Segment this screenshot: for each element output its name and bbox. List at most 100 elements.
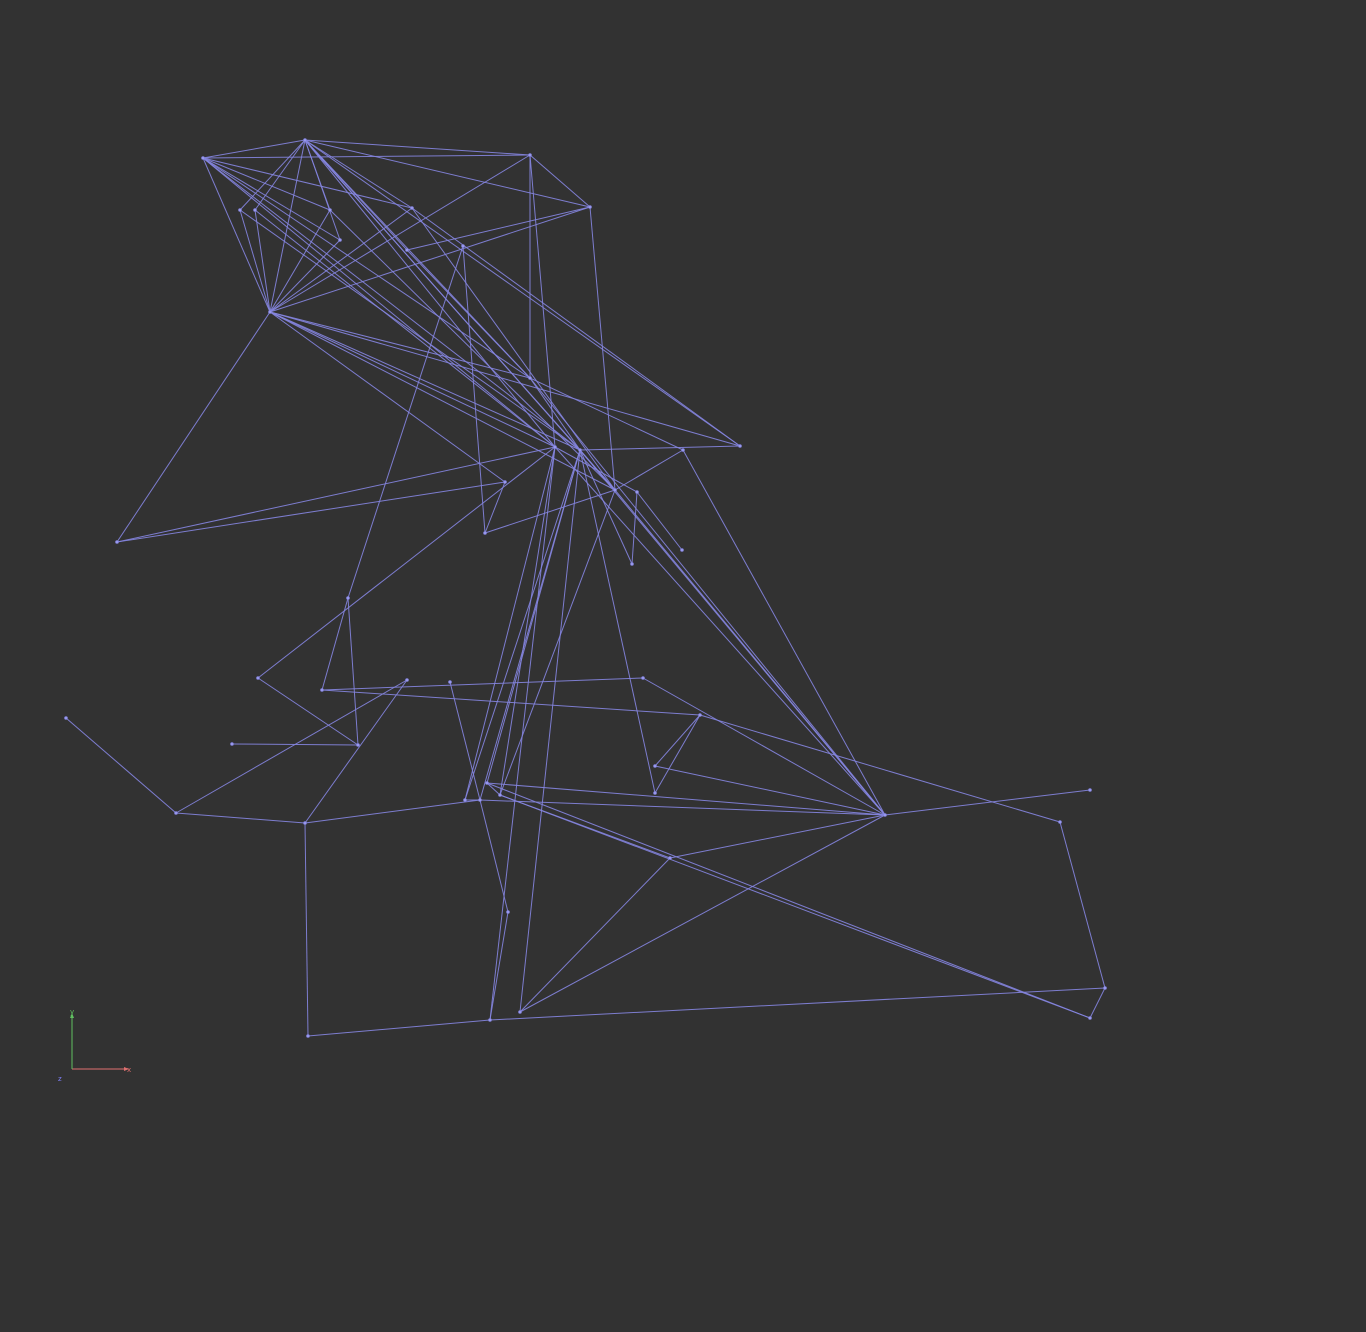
graph-node[interactable] xyxy=(630,562,634,566)
graph-node[interactable] xyxy=(698,713,702,717)
graph-edge xyxy=(489,987,1106,1021)
graph-node[interactable] xyxy=(668,856,672,860)
graph-node[interactable] xyxy=(498,793,502,797)
graph-edge xyxy=(254,209,556,448)
graph-edge xyxy=(116,446,556,543)
graph-node[interactable] xyxy=(346,596,350,600)
graph-edge xyxy=(202,154,531,159)
graph-node[interactable] xyxy=(738,444,742,448)
graph-node[interactable] xyxy=(448,680,452,684)
graph-node[interactable] xyxy=(528,153,532,157)
graph-node[interactable] xyxy=(641,676,645,680)
graph-edge xyxy=(304,822,309,1037)
graph-node[interactable] xyxy=(338,238,342,242)
graph-edge xyxy=(202,157,331,211)
graph-edge xyxy=(519,449,581,1013)
graph-edge xyxy=(202,157,413,209)
graph-node[interactable] xyxy=(410,206,414,210)
graph-edge xyxy=(486,782,1091,1019)
graph-node[interactable] xyxy=(461,244,465,248)
graph-node[interactable] xyxy=(485,781,489,785)
y-axis-label: y xyxy=(70,1008,74,1016)
graph-node[interactable] xyxy=(613,488,617,492)
graph-node[interactable] xyxy=(506,910,510,914)
graph-edge xyxy=(269,239,341,313)
graph-node[interactable] xyxy=(528,376,532,380)
graph-edge xyxy=(347,597,359,746)
graph-node[interactable] xyxy=(483,531,487,535)
graph-node[interactable] xyxy=(488,1018,492,1022)
graph-edge xyxy=(269,311,531,379)
graph-node[interactable] xyxy=(653,764,657,768)
graph-edge xyxy=(202,157,531,379)
graph-edge xyxy=(269,209,331,313)
graph-node[interactable] xyxy=(518,1010,522,1014)
graph-edge xyxy=(347,245,464,599)
graph-edge xyxy=(269,207,413,313)
graph-node[interactable] xyxy=(201,156,205,160)
graph-node[interactable] xyxy=(115,540,119,544)
graph-edge xyxy=(202,157,271,313)
graph-edge xyxy=(614,449,684,491)
graph-edge xyxy=(449,681,481,801)
graph-node[interactable] xyxy=(578,448,582,452)
graph-node[interactable] xyxy=(635,490,639,494)
graph-edge xyxy=(1089,987,1106,1019)
graph-node[interactable] xyxy=(256,676,260,680)
graph-edge xyxy=(642,677,886,816)
graph-edge xyxy=(329,209,616,491)
graph-edge xyxy=(304,139,341,241)
graph-node[interactable] xyxy=(328,208,332,212)
graph-node[interactable] xyxy=(306,1034,310,1038)
graph-edge xyxy=(269,311,581,451)
graph-node[interactable] xyxy=(356,743,360,747)
graph-node[interactable] xyxy=(253,208,257,212)
graph-node[interactable] xyxy=(883,813,887,817)
graph-node[interactable] xyxy=(405,248,409,252)
graph-edge xyxy=(304,139,591,208)
graph-node[interactable] xyxy=(503,480,507,484)
graph-node[interactable] xyxy=(1103,986,1107,990)
graph-edge xyxy=(239,209,271,313)
graph-edge xyxy=(321,677,644,691)
graph-node[interactable] xyxy=(463,798,467,802)
graph-node[interactable] xyxy=(653,791,657,795)
graph-edge xyxy=(202,157,581,451)
graph-node[interactable] xyxy=(268,310,272,314)
graph-node[interactable] xyxy=(64,716,68,720)
graph-edge xyxy=(484,481,506,534)
graph-node[interactable] xyxy=(405,678,409,682)
graph-node[interactable] xyxy=(1058,820,1062,824)
graph-node[interactable] xyxy=(238,208,242,212)
graph-node[interactable] xyxy=(553,445,557,449)
graph-node[interactable] xyxy=(680,548,684,552)
graph-edge xyxy=(519,814,886,1013)
graph-node[interactable] xyxy=(320,688,324,692)
graph-edge xyxy=(304,799,481,824)
graph-edge xyxy=(269,311,741,447)
graph-edge xyxy=(257,446,556,679)
graph-edge xyxy=(554,446,886,816)
graph-node[interactable] xyxy=(1088,788,1092,792)
graph-edge xyxy=(519,857,671,1013)
graph-edge xyxy=(202,157,556,448)
graph-edge xyxy=(231,743,359,746)
graph-edge xyxy=(499,794,1091,1019)
graph-node[interactable] xyxy=(681,448,685,452)
graph-node[interactable] xyxy=(303,138,307,142)
graph-edge xyxy=(589,206,616,491)
graph-node[interactable] xyxy=(174,811,178,815)
graph-node[interactable] xyxy=(478,798,482,802)
graph-edge xyxy=(479,799,886,816)
graph-node[interactable] xyxy=(588,205,592,209)
graph-edge xyxy=(307,1019,491,1037)
graph-node[interactable] xyxy=(1088,1016,1092,1020)
graph-edge xyxy=(269,311,616,491)
graph-edge xyxy=(304,139,531,156)
graph-node[interactable] xyxy=(303,821,307,825)
graph-edge xyxy=(202,139,306,159)
graph-edge xyxy=(65,717,177,814)
graph-node[interactable] xyxy=(230,742,234,746)
graph-edge xyxy=(529,154,591,208)
